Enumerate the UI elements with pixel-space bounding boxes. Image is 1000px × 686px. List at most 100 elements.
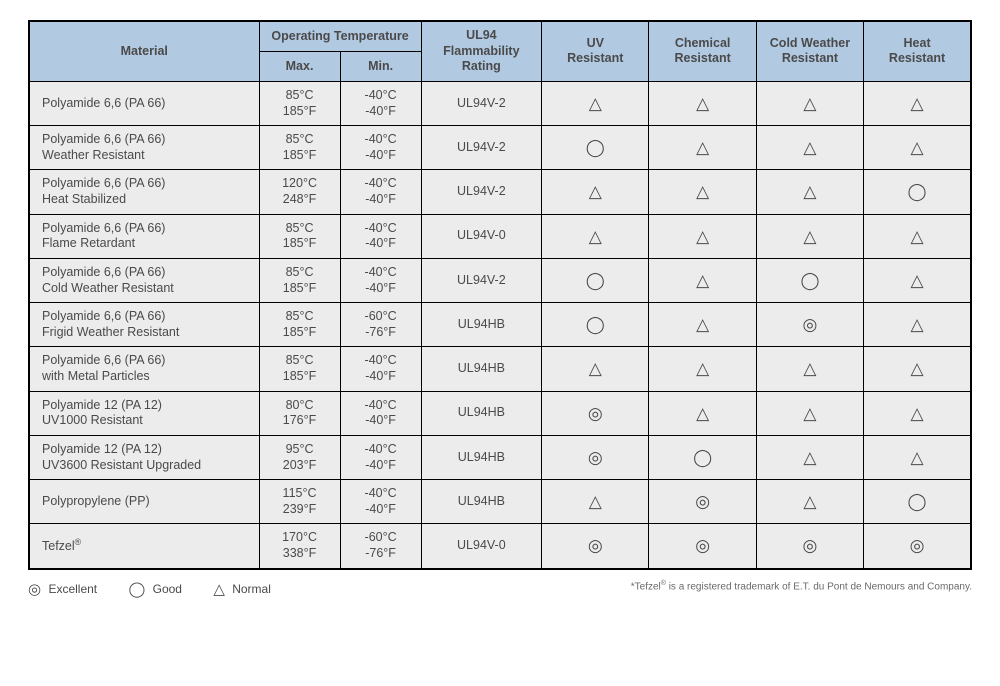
table-row: Polyamide 6,6 (PA 66) with Metal Particl… [29,347,971,391]
cell-max: 85°C 185°F [259,214,340,258]
cell-cold: ◎ [756,524,863,569]
table-header: Material Operating Temperature UL94 Flam… [29,21,971,81]
cell-ul94: UL94V-0 [421,214,541,258]
cell-min: -40°C -40°F [340,258,421,302]
cell-max: 120°C 248°F [259,170,340,214]
cell-uv: △ [542,347,649,391]
cell-chem: △ [649,391,756,435]
cell-heat: △ [864,258,971,302]
cell-material: Polypropylene (PP) [29,480,259,524]
cell-max: 80°C 176°F [259,391,340,435]
cell-ul94: UL94HB [421,347,541,391]
header-uv: UV Resistant [542,21,649,81]
cell-min: -40°C -40°F [340,170,421,214]
cell-material: Polyamide 12 (PA 12) UV1000 Resistant [29,391,259,435]
cell-heat: △ [864,347,971,391]
cell-heat: △ [864,81,971,125]
cell-cold: △ [756,480,863,524]
cell-chem: ◎ [649,480,756,524]
legend-footnote: *Tefzel® is a registered trademark of E.… [631,580,972,592]
legend-normal-icon: △ [213,581,225,598]
cell-cold: △ [756,214,863,258]
cell-cold: △ [756,347,863,391]
cell-max: 85°C 185°F [259,303,340,347]
table-row: Polyamide 6,6 (PA 66) Frigid Weather Res… [29,303,971,347]
cell-cold: ◯ [756,258,863,302]
cell-uv: ◎ [542,435,649,479]
cell-heat: ◯ [864,480,971,524]
legend-excellent-label: Excellent [48,582,97,596]
cell-material: Polyamide 6,6 (PA 66) with Metal Particl… [29,347,259,391]
cell-cold: △ [756,391,863,435]
cell-max: 115°C 239°F [259,480,340,524]
cell-material: Polyamide 6,6 (PA 66) Heat Stabilized [29,170,259,214]
cell-uv: △ [542,81,649,125]
header-max: Max. [259,51,340,81]
table-body: Polyamide 6,6 (PA 66)85°C 185°F-40°C -40… [29,81,971,568]
table-row: Polyamide 6,6 (PA 66) Flame Retardant85°… [29,214,971,258]
header-min: Min. [340,51,421,81]
cell-uv: ◯ [542,303,649,347]
cell-chem: △ [649,258,756,302]
cell-chem: △ [649,214,756,258]
legend-excellent-icon: ◎ [28,581,41,598]
cell-material: Polyamide 6,6 (PA 66) Flame Retardant [29,214,259,258]
cell-material: Polyamide 6,6 (PA 66) Weather Resistant [29,126,259,170]
cell-chem: ◯ [649,435,756,479]
cell-cold: △ [756,81,863,125]
cell-cold: △ [756,170,863,214]
cell-max: 95°C 203°F [259,435,340,479]
cell-cold: △ [756,126,863,170]
cell-min: -60°C -76°F [340,303,421,347]
cell-material: Tefzel® [29,524,259,569]
cell-material: Polyamide 12 (PA 12) UV3600 Resistant Up… [29,435,259,479]
cell-uv: △ [542,170,649,214]
cell-heat: △ [864,126,971,170]
cell-material: Polyamide 6,6 (PA 66) Frigid Weather Res… [29,303,259,347]
cell-min: -40°C -40°F [340,81,421,125]
cell-ul94: UL94HB [421,480,541,524]
header-chem: Chemical Resistant [649,21,756,81]
table-row: Polypropylene (PP)115°C 239°F-40°C -40°F… [29,480,971,524]
cell-cold: ◎ [756,303,863,347]
cell-heat: △ [864,214,971,258]
cell-cold: △ [756,435,863,479]
cell-min: -40°C -40°F [340,214,421,258]
cell-chem: △ [649,81,756,125]
cell-max: 85°C 185°F [259,81,340,125]
cell-heat: ◎ [864,524,971,569]
cell-max: 85°C 185°F [259,347,340,391]
cell-min: -40°C -40°F [340,480,421,524]
cell-ul94: UL94V-2 [421,126,541,170]
cell-ul94: UL94V-2 [421,170,541,214]
cell-chem: △ [649,170,756,214]
legend-good-icon: ◯ [128,581,145,598]
cell-chem: △ [649,347,756,391]
table-row: Polyamide 6,6 (PA 66) Heat Stabilized120… [29,170,971,214]
header-ul94: UL94 Flammability Rating [421,21,541,81]
cell-heat: △ [864,391,971,435]
header-material: Material [29,21,259,81]
legend-left: ◎ Excellent ◯ Good △ Normal [28,580,299,598]
materials-table: Material Operating Temperature UL94 Flam… [28,20,972,570]
cell-ul94: UL94V-2 [421,81,541,125]
legend-normal-label: Normal [232,582,271,596]
table-row: Tefzel®170°C 338°F-60°C -76°FUL94V-0◎◎◎◎ [29,524,971,569]
table-row: Polyamide 6,6 (PA 66)85°C 185°F-40°C -40… [29,81,971,125]
legend-good-label: Good [153,582,182,596]
header-heat: Heat Resistant [864,21,971,81]
cell-ul94: UL94HB [421,303,541,347]
cell-uv: ◯ [542,258,649,302]
cell-uv: ◯ [542,126,649,170]
cell-min: -40°C -40°F [340,126,421,170]
header-op-temp: Operating Temperature [259,21,421,51]
cell-uv: ◎ [542,391,649,435]
cell-chem: △ [649,126,756,170]
cell-min: -40°C -40°F [340,347,421,391]
table-row: Polyamide 6,6 (PA 66) Cold Weather Resis… [29,258,971,302]
cell-ul94: UL94HB [421,391,541,435]
cell-uv: ◎ [542,524,649,569]
cell-chem: ◎ [649,524,756,569]
table-row: Polyamide 6,6 (PA 66) Weather Resistant8… [29,126,971,170]
cell-max: 85°C 185°F [259,258,340,302]
